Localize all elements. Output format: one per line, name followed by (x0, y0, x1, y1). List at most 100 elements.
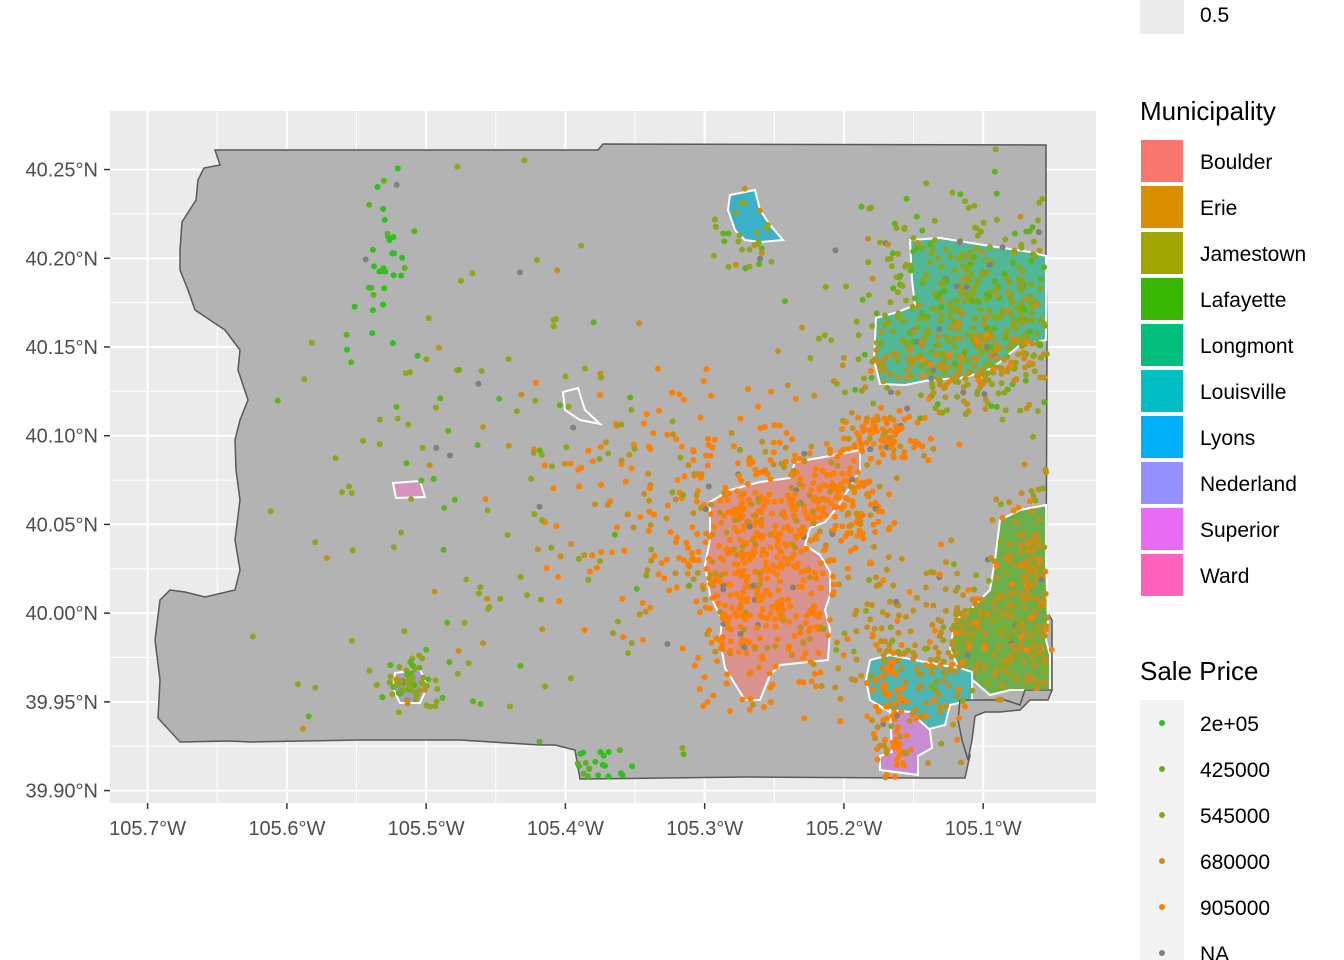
sale-point (312, 684, 319, 691)
price-legend-label: 680000 (1200, 851, 1270, 874)
sale-point (993, 216, 1000, 223)
sale-point (935, 649, 942, 656)
sale-point (892, 423, 899, 430)
sale-point (702, 604, 709, 611)
sale-point (1040, 351, 1047, 358)
sale-point (764, 575, 771, 582)
sale-point (805, 567, 812, 574)
sale-point (894, 350, 901, 357)
sale-point (373, 681, 380, 688)
sale-point (874, 416, 881, 423)
sale-point (637, 513, 644, 520)
sale-point (667, 529, 674, 536)
sale-point (708, 639, 715, 646)
sale-point (952, 267, 959, 274)
sale-point (769, 603, 776, 610)
sale-point (962, 607, 969, 614)
sale-point (961, 703, 968, 710)
sale-point (869, 717, 876, 724)
sale-point (332, 455, 339, 462)
sale-point (938, 740, 945, 747)
sale-point (1021, 629, 1028, 636)
sale-point (878, 625, 885, 632)
municipality-legend-label: Lafayette (1200, 289, 1286, 312)
sale-point (973, 596, 980, 602)
sale-point (747, 669, 754, 676)
sale-point (726, 614, 733, 621)
sale-point (812, 514, 819, 521)
sale-point (829, 480, 836, 487)
sale-point (720, 586, 727, 593)
sale-point (754, 229, 761, 236)
sale-point (713, 635, 720, 642)
sale-point (1018, 634, 1025, 641)
sale-point (549, 463, 556, 470)
sale-point (957, 191, 964, 198)
y-tick-label: 39.90°N (26, 781, 99, 803)
sale-point (739, 696, 746, 703)
sale-point (672, 496, 679, 503)
sale-point (586, 765, 593, 772)
sale-point (737, 415, 744, 422)
sale-point (425, 315, 432, 322)
sale-point (849, 476, 856, 483)
sale-point (625, 650, 631, 656)
sale-point (1014, 337, 1021, 344)
sale-point (954, 570, 961, 577)
sale-point (663, 515, 670, 522)
sale-point (757, 575, 764, 582)
sale-point (746, 706, 753, 713)
sale-point (998, 380, 1005, 387)
sale-point (821, 332, 828, 339)
sale-point (1013, 675, 1020, 681)
sale-point (986, 307, 993, 314)
sale-point (919, 244, 926, 251)
sale-point (760, 546, 767, 553)
sale-point (918, 363, 925, 370)
sale-point (1036, 199, 1043, 206)
sale-point (536, 503, 543, 510)
sale-point (798, 548, 805, 555)
sale-point (830, 557, 837, 564)
sale-point (887, 255, 894, 262)
sale-point (839, 362, 846, 369)
sale-point (1042, 590, 1049, 597)
sale-point (650, 430, 657, 437)
sale-point (901, 224, 908, 231)
sale-point (1025, 558, 1032, 564)
sale-point (426, 462, 433, 469)
sale-point (708, 501, 715, 508)
sale-point (721, 238, 728, 245)
sale-point (553, 523, 560, 529)
sale-point (784, 523, 791, 530)
sale-point (1031, 555, 1038, 562)
sale-point (899, 454, 906, 461)
sale-point (739, 611, 746, 618)
sale-point (835, 665, 842, 672)
sale-point (758, 250, 765, 257)
sale-point (796, 583, 803, 590)
sale-point (299, 725, 306, 732)
sale-point (908, 746, 915, 753)
sale-point (813, 465, 819, 472)
sale-point (1034, 595, 1041, 602)
sale-point (619, 595, 626, 602)
sale-point (451, 496, 458, 503)
sale-point (719, 615, 726, 622)
sale-point (873, 310, 880, 317)
sale-point (841, 389, 848, 396)
sale-point (366, 201, 373, 208)
sale-point (824, 471, 830, 478)
sale-point (762, 559, 769, 566)
sale-point (704, 698, 711, 705)
sale-point (929, 381, 936, 388)
sale-point (881, 658, 888, 664)
municipality-legend-label: Louisville (1200, 381, 1286, 404)
sale-point (669, 389, 676, 396)
sale-point (880, 742, 887, 749)
sale-point (989, 333, 996, 340)
sale-point (998, 312, 1005, 319)
sale-point (956, 441, 963, 448)
sale-point (975, 298, 982, 305)
sale-point (1041, 632, 1048, 639)
